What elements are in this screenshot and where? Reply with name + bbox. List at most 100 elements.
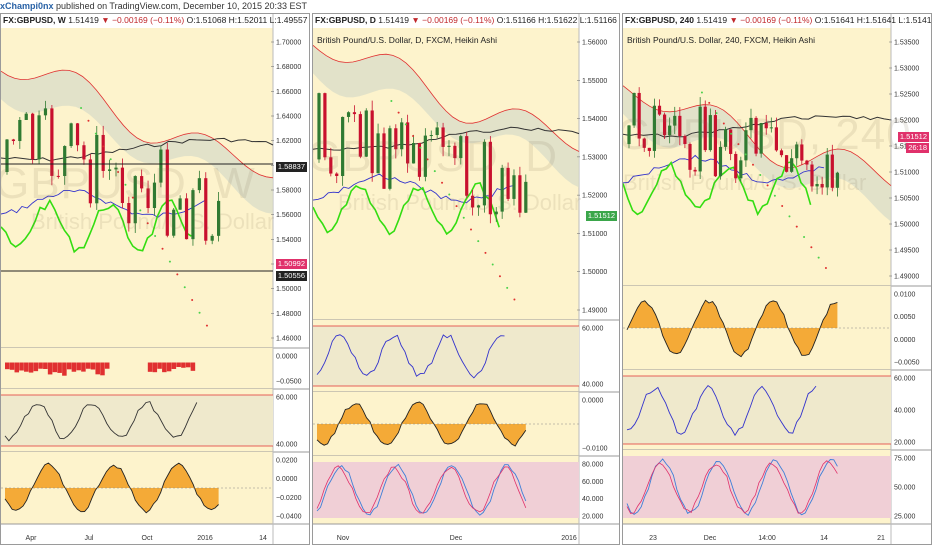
price-tick-label: 1.70000 [276, 40, 301, 47]
macd-area [627, 300, 838, 357]
parabolic-sar-dot [477, 240, 480, 243]
countdown-tag: 26:18 [906, 143, 929, 153]
chart-canvas[interactable]: 1.535001.530001.525001.520001.515001.510… [623, 14, 931, 544]
time-tick-label: 23 [649, 535, 657, 542]
candle-body [133, 176, 137, 224]
cloud-upper-line [1, 69, 274, 179]
time-tick-label: Nov [337, 535, 350, 542]
indicator-tick-label: 60.000 [582, 326, 604, 333]
macd-histogram-bar [90, 362, 96, 370]
chart-panel-weekly[interactable]: FX:GBPUSD, W 1.51419 ▼ −0.00169 (−0.11%)… [0, 13, 310, 545]
price-change: ▼ −0.00169 (−0.11%) [411, 15, 495, 25]
macd-histogram-bar [95, 362, 100, 375]
candle-body [465, 136, 469, 196]
price-tick-label: 1.49000 [582, 308, 607, 315]
price-tick-label: 1.55000 [582, 78, 607, 85]
candle-body [494, 211, 498, 215]
price-tag-level: 1.50556 [275, 271, 307, 281]
price-tick-label: 1.53000 [582, 154, 607, 161]
candle-body [830, 154, 834, 188]
candle-body [754, 117, 758, 154]
price-change: ▼ −0.00169 (−0.11%) [101, 15, 185, 25]
macd-line [626, 299, 838, 358]
chart-canvas[interactable]: 1.56000 1.55000 1.54000 1.53000 1.52000 1.510… [313, 14, 619, 544]
candle-body [417, 142, 422, 177]
chart-panel-240[interactable]: FX:GBPUSD, 240 1.51419 ▼ −0.00169 (−0.11… [622, 13, 932, 545]
candle-body [37, 115, 41, 160]
candle-body [197, 178, 201, 191]
candle-body [18, 119, 22, 142]
price-tick-label: 1.62000 [276, 138, 301, 145]
candle-body [835, 172, 839, 188]
price-tick-label: 1.56000 [276, 212, 301, 219]
candle-body [120, 167, 125, 204]
parabolic-sar-dot [491, 263, 494, 266]
price-tick-label: 1.50000 [276, 286, 301, 293]
candle-body [779, 150, 784, 156]
price-tick-label: 1.49000 [894, 274, 919, 281]
macd-histogram-bar [14, 362, 20, 373]
parabolic-sar-dot [455, 205, 458, 208]
price-tick-label: 1.56000 [582, 40, 607, 47]
candle-body [703, 106, 707, 151]
parabolic-sar-dot [462, 216, 465, 219]
base-line [313, 173, 513, 204]
time-tick-label: 14 [259, 535, 267, 542]
candle-body [95, 134, 99, 204]
parabolic-sar-dot [773, 194, 776, 197]
macd-histogram-bar [176, 362, 181, 368]
parabolic-sar-dot [183, 286, 186, 289]
candle-body [178, 198, 182, 210]
macd-histogram-bar [147, 362, 153, 372]
macd-histogram-bar [171, 362, 177, 369]
candle-body [24, 113, 28, 120]
symbol-label: FX:GBPUSD, W [3, 15, 66, 25]
macd-histogram-bar [9, 362, 15, 370]
rsi-band [313, 326, 579, 386]
indicator-tick-label: −0.0400 [276, 514, 302, 521]
candle-body [69, 123, 73, 147]
parabolic-sar-dot [117, 171, 120, 173]
parabolic-sar-dot [168, 260, 171, 263]
parabolic-sar-dot [433, 170, 436, 173]
candle-body [784, 155, 789, 172]
parabolic-sar-dot [139, 209, 142, 212]
candle-body [506, 167, 510, 199]
description-watermark: British Pound/U.S. Dollar [31, 209, 275, 234]
candle-body [759, 122, 763, 154]
indicator-tick-label: 0.0000 [582, 398, 604, 405]
parabolic-sar-dot [448, 193, 451, 196]
parabolic-sar-dot [426, 158, 429, 161]
candle-body [317, 93, 321, 160]
candle-body [370, 110, 374, 174]
chart-canvas[interactable]: 1.700001.680001.660001.640001.620001.600… [1, 14, 309, 544]
candle-body [423, 135, 427, 177]
candle-body [744, 130, 748, 161]
candle-body [820, 183, 824, 188]
stochastic-d-line [316, 465, 527, 514]
ohlc-values: O:1.51641 H:1.51641 L:1.51417 C:1.51 [814, 15, 932, 25]
cloud-upper-line [313, 44, 580, 152]
candle-body [800, 144, 804, 161]
candle-body [364, 110, 368, 157]
candle-body [31, 113, 35, 160]
indicator-tick-label: 0.0200 [276, 458, 298, 465]
indicator-tick-label: 20.000 [582, 514, 604, 521]
macd-histogram-bar [100, 362, 105, 376]
candle-body [729, 129, 733, 154]
candle-body [43, 108, 48, 116]
parabolic-sar-dot [513, 298, 516, 301]
chart-panel-daily[interactable]: FX:GBPUSD, D 1.51419 ▼ −0.00169 (−0.11%)… [312, 13, 620, 545]
macd-histogram-bar [28, 362, 34, 373]
candle-body [210, 235, 214, 241]
price-tick-label: 1.51000 [582, 231, 607, 238]
macd-histogram-bar [152, 362, 158, 373]
candle-body [774, 127, 779, 151]
candle-body [101, 134, 105, 171]
parabolic-sar-dot [715, 112, 718, 115]
symbol-watermark: GBPUSD, W [0, 159, 256, 208]
candle-body [191, 190, 195, 240]
macd-histogram-bar [81, 362, 86, 372]
candle-body [394, 128, 398, 150]
author-name[interactable]: xChampi0nx [0, 1, 54, 11]
